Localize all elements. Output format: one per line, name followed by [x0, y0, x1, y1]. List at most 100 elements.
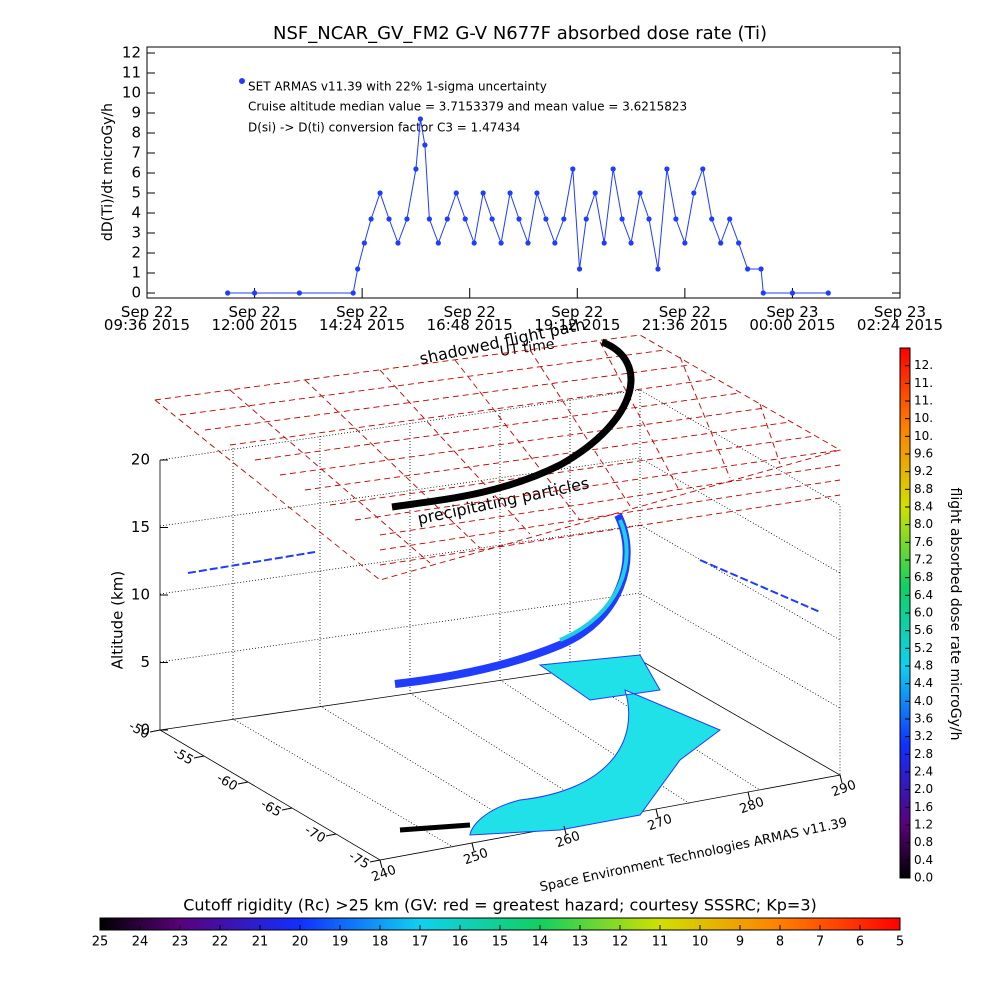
lon-tick [747, 791, 751, 801]
colorbar-tick-label: 21 [252, 935, 269, 950]
data-point [576, 266, 583, 272]
lon-tick [563, 825, 567, 835]
colorbar-label: flight absorbed dose rate microGy/h [947, 488, 963, 741]
y-axis-label: dD(Ti)/dt microGy/h [100, 103, 116, 241]
colorbar-tick-label: 10. [914, 411, 933, 425]
colorbar-tick-label: 4.4 [914, 676, 933, 690]
x-tick-label: Sep 22 12:00 2015 [211, 303, 298, 334]
lat-tick [237, 781, 249, 785]
x-tick-label: Sep 22 21:36 2015 [641, 303, 728, 334]
colorbar-tick-label: 6.0 [914, 606, 933, 620]
lon-tick [839, 774, 843, 784]
data-point [386, 216, 392, 222]
series-line [227, 118, 829, 294]
data-point [296, 290, 302, 296]
y-tick-label: 1 [131, 264, 141, 282]
data-point [727, 216, 733, 222]
colorbar-tick-label: 3.2 [914, 729, 933, 743]
colorbar-tick-label: 10 [692, 935, 709, 950]
colorbar-tick-label: 19 [332, 935, 349, 950]
plane-grid [179, 341, 841, 566]
x-tick-label: Sep 23 00:00 2015 [749, 303, 836, 334]
data-point [825, 290, 831, 296]
data-point [758, 266, 764, 272]
shadow-track [391, 338, 635, 511]
colorbar-tick-label: 17 [412, 935, 429, 950]
colorbar-tick-label: 24 [132, 935, 149, 950]
x-tick-label: Sep 22 16:48 2015 [426, 303, 513, 334]
data-point [395, 240, 401, 246]
data-point [583, 216, 589, 222]
data-point [628, 240, 634, 246]
colorbar-tick-label: 25 [92, 935, 109, 950]
lat-tick [193, 755, 205, 759]
colorbar-tick-label: 15 [492, 935, 509, 950]
colorbar-tick-label: 11. [914, 376, 933, 390]
annotation: UT time [499, 336, 556, 359]
data-point [682, 240, 688, 246]
colorbar-tick-label: 11 [652, 935, 669, 950]
data-point [462, 216, 468, 222]
data-point [552, 240, 558, 246]
data-point [453, 190, 459, 196]
z-tick-label: 15 [131, 518, 150, 536]
colorbar-tick-label: 7.2 [914, 553, 933, 567]
colorbar-tick-label: 10. [914, 429, 933, 443]
z-tick-label: 5 [140, 653, 150, 671]
x-tick-label: Sep 22 14:24 2015 [319, 303, 406, 334]
y-tick-label: 4 [131, 204, 141, 222]
colorbar-tick-label: 7 [816, 935, 824, 950]
data-point [745, 266, 751, 272]
z-tick-label: 0 [140, 721, 150, 739]
z-tick-label: 20 [131, 451, 150, 469]
plane-edge [153, 334, 842, 581]
colorbar-tick-label: 1.2 [914, 818, 933, 832]
data-point [435, 240, 441, 246]
colorbar-tick-label: 1.6 [914, 800, 933, 814]
x-tick-label: Sep 23 02:24 2015 [856, 303, 944, 334]
lon-tick-label: 290 [830, 778, 858, 801]
colorbar-tick-label: 0.8 [914, 835, 933, 849]
data-point [736, 240, 742, 246]
colorbar-tick-label: 18 [372, 935, 389, 950]
data-point [637, 190, 643, 196]
colorbar-tick-label: 11. [914, 394, 933, 408]
y-tick-label: 0 [131, 284, 141, 302]
z-tick-label: 10 [131, 586, 150, 604]
ground-track [187, 551, 821, 613]
data-point [543, 216, 549, 222]
y-tick-label: 5 [131, 184, 141, 202]
lon-tick-label: 270 [646, 812, 674, 835]
data-point [561, 216, 567, 222]
data-point [601, 240, 607, 246]
data-point [619, 216, 625, 222]
colorbar-tick-label: 12 [612, 935, 629, 950]
colorbar-title: Cutoff rigidity (Rc) >25 km (GV: red = g… [183, 896, 817, 915]
colorbar-tick-label: 6.8 [914, 570, 933, 584]
data-point [700, 166, 706, 172]
box-3d [159, 389, 842, 861]
data-point [507, 190, 513, 196]
colorbar-tick-label: 2.8 [914, 747, 933, 761]
y-tick-label: 2 [131, 244, 141, 262]
annotation: D(si) -> D(ti) conversion factor C3 = 1.… [248, 121, 520, 135]
shadow-plane [153, 334, 842, 581]
data-point [498, 240, 504, 246]
data-point [655, 266, 661, 272]
lat-tick [325, 833, 337, 837]
y-tick-label: 9 [131, 104, 141, 122]
y-tick-label: 3 [131, 224, 141, 242]
colorbar-tick-label: 5.6 [914, 623, 933, 637]
y-tick-label: 8 [131, 124, 141, 142]
data-point [377, 190, 383, 196]
colorbar-tick-label: 0.4 [914, 853, 933, 867]
y-tick-label: 11 [122, 64, 141, 82]
grid-3d [159, 400, 841, 848]
data-point [610, 166, 616, 172]
data-point [664, 166, 670, 172]
data-point [489, 216, 495, 222]
data-point [444, 216, 450, 222]
flight-track [559, 519, 629, 642]
